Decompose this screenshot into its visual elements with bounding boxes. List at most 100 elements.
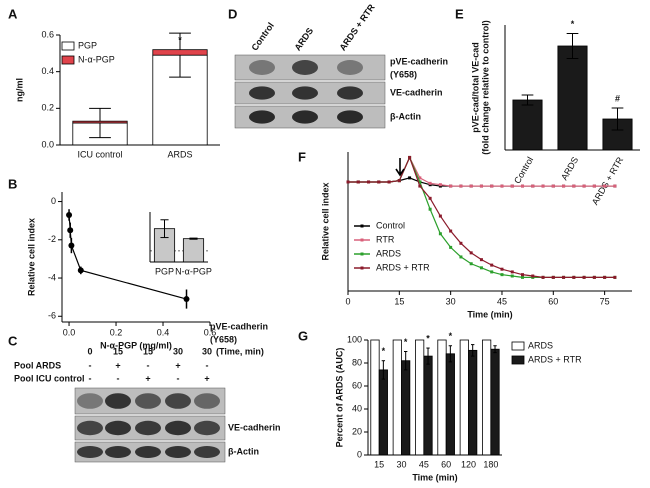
bar: [512, 99, 543, 151]
data-point: [582, 184, 586, 188]
x-tick-label: 45: [497, 296, 507, 306]
data-point: [459, 255, 463, 259]
bar: [437, 339, 447, 456]
y-tick-label: 80: [352, 357, 362, 367]
sign: -: [117, 373, 120, 383]
blot-band: [292, 110, 318, 124]
legend-marker: [360, 224, 364, 228]
annotation: #: [615, 93, 620, 103]
x-tick-label: Control: [512, 155, 535, 185]
data-point: [356, 180, 360, 184]
time-label: 30: [173, 346, 183, 356]
band-label: VE-cadherin: [390, 87, 443, 97]
data-point: [551, 184, 555, 188]
annotation: *: [449, 331, 453, 341]
data-point: [521, 275, 525, 279]
blot-band: [105, 446, 131, 458]
data-point: [562, 275, 566, 279]
data-point: [469, 184, 473, 188]
data-point: [572, 184, 576, 188]
panel-label: A: [8, 6, 18, 21]
row-label: Pool ICU control: [14, 373, 85, 383]
blot-band: [77, 420, 103, 436]
annotation: *: [404, 337, 408, 347]
blot-band: [292, 86, 318, 100]
bar: [401, 360, 411, 456]
x-tick-label: N-α-PGP: [175, 266, 212, 276]
data-point: [521, 184, 525, 188]
legend-label: ARDS: [376, 248, 401, 258]
data-point: [428, 207, 432, 211]
row-label: Pool ARDS: [14, 360, 61, 370]
blot-band: [194, 420, 220, 436]
data-point: [479, 266, 483, 270]
legend-marker: [360, 238, 364, 242]
annotation: *: [571, 19, 575, 29]
data-point: [459, 184, 463, 188]
bar: [423, 355, 433, 456]
data-point: [551, 275, 555, 279]
blot-band: [292, 60, 318, 75]
data-point: [521, 273, 525, 277]
time-label: 0: [87, 346, 92, 356]
blot-band: [135, 393, 161, 409]
blot-band: [194, 393, 220, 409]
panel-label: G: [298, 328, 308, 343]
bar: [378, 369, 388, 456]
data-point: [541, 275, 545, 279]
x-tick-label: PGP: [155, 266, 174, 276]
x-axis-label: Time (min): [412, 472, 457, 482]
data-point: [500, 184, 504, 188]
data-point: [418, 180, 422, 184]
sign: -: [147, 360, 150, 370]
data-point: [490, 263, 494, 267]
data-point: [592, 184, 596, 188]
data-point: [459, 241, 463, 245]
time-label: 15: [113, 346, 123, 356]
data-point: [531, 274, 535, 278]
y-axis-label: ng/ml: [14, 78, 24, 102]
data-point: [500, 273, 504, 277]
panel-label: E: [455, 6, 464, 21]
data-point: [541, 184, 545, 188]
blot-band: [337, 110, 363, 124]
annotation: *: [178, 35, 182, 45]
error-bar: [521, 94, 534, 106]
x-tick-label: 60: [548, 296, 558, 306]
data-point: [183, 296, 190, 303]
x-tick-label: 15: [394, 296, 404, 306]
x-axis-label: N-α-PGP (mg/ml): [100, 340, 172, 350]
data-point: [562, 184, 566, 188]
x-tick-label: ARDS + RTR: [590, 155, 626, 207]
data-point: [510, 184, 514, 188]
x-tick-label: ICU control: [77, 149, 122, 159]
annotation: *: [426, 333, 430, 343]
blot-band: [165, 393, 191, 409]
y-tick-label: -2: [48, 234, 56, 244]
x-tick-label: 120: [461, 459, 476, 469]
legend-label: N-α-PGP: [78, 54, 115, 64]
bar: [482, 339, 492, 456]
legend-swatch: [511, 341, 525, 351]
legend-label: ARDS: [528, 340, 553, 350]
x-tick-label: 0: [345, 296, 350, 306]
error-bar: [381, 360, 386, 380]
blot-band: [77, 446, 103, 458]
legend-label: ARDS + RTR: [528, 354, 582, 364]
x-tick-label: 0.2: [110, 327, 123, 337]
data-point: [490, 184, 494, 188]
data-point: [449, 184, 453, 188]
legend-label: Control: [376, 220, 405, 230]
blot-band: [337, 86, 363, 100]
data-point: [367, 180, 371, 184]
data-point: [510, 274, 514, 278]
band-label: VE-cadherin: [228, 422, 281, 432]
y-tick-label: 100: [347, 334, 362, 344]
x-tick-label: 0.4: [157, 327, 170, 337]
blot-band: [77, 393, 103, 409]
error-bar: [426, 347, 430, 365]
sign: -: [89, 373, 92, 383]
panel-label: F: [298, 149, 306, 164]
blot-band: [165, 420, 191, 436]
legend-swatch: [511, 355, 525, 365]
